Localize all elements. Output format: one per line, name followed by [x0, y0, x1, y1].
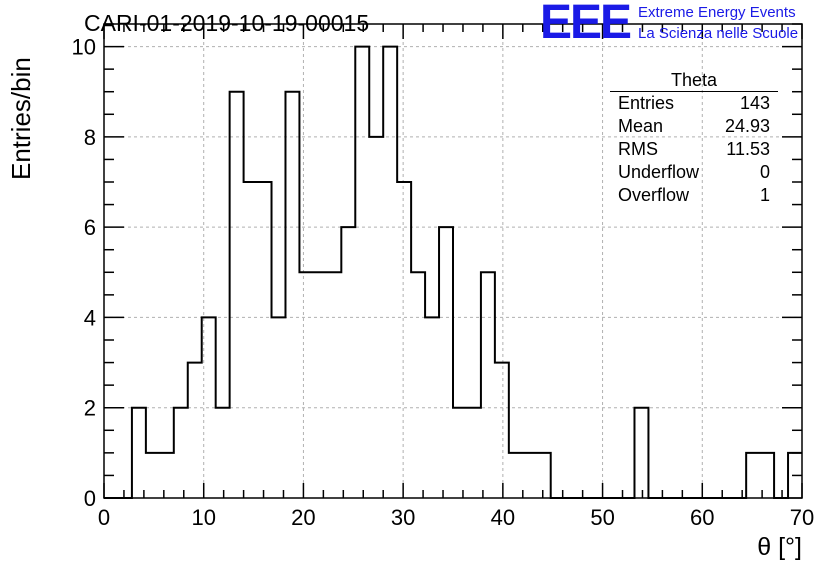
y-tick-label: 8 [84, 125, 96, 150]
x-tick-label: 0 [98, 505, 110, 530]
x-tick-label: 50 [590, 505, 614, 530]
logo-line-1: Extreme Energy Events [638, 4, 796, 21]
stats-row-entries: Entries 143 [610, 92, 778, 115]
x-tick-label: 10 [191, 505, 215, 530]
stats-value: 24.93 [724, 116, 770, 136]
y-tick-label: 10 [72, 35, 96, 60]
y-tick-label: 4 [84, 305, 96, 330]
stats-row-rms: RMS 11.53 [610, 138, 778, 161]
axis-ticks [103, 23, 803, 499]
stats-label: Overflow [618, 185, 690, 205]
stats-title: Theta [610, 70, 778, 92]
stats-label: Mean [618, 116, 664, 136]
stats-value: 1 [759, 185, 770, 205]
x-tick-label: 30 [391, 505, 415, 530]
stats-row-overflow: Overflow 1 [610, 184, 778, 207]
x-tick-label: 20 [291, 505, 315, 530]
stats-row-underflow: Underflow 0 [610, 161, 778, 184]
stats-value: 0 [759, 162, 770, 182]
x-tick-label: 60 [690, 505, 714, 530]
stats-box: Theta Entries 143 Mean 24.93 RMS 11.53 U… [610, 70, 778, 207]
chart-title: CARI-01-2019-10-19-00015 [84, 10, 370, 36]
logo-line-2: La Scienza nelle Scuole [638, 25, 799, 42]
y-tick-label: 6 [84, 215, 96, 240]
stats-label: Underflow [618, 162, 700, 182]
stats-value: 11.53 [726, 139, 770, 159]
y-tick-label: 0 [84, 486, 96, 511]
eee-logo-mark: EEE [540, 0, 632, 49]
stats-row-mean: Mean 24.93 [610, 115, 778, 138]
y-axis-label: Entries/bin [6, 57, 36, 180]
stats-value: 143 [739, 93, 770, 113]
y-tick-label: 2 [84, 396, 96, 421]
x-axis-label: θ [°] [757, 533, 802, 561]
stats-label: RMS [618, 139, 658, 159]
x-tick-label: 70 [790, 505, 814, 530]
x-tick-label: 40 [491, 505, 515, 530]
stats-label: Entries [618, 93, 675, 113]
plot-frame [103, 23, 803, 499]
